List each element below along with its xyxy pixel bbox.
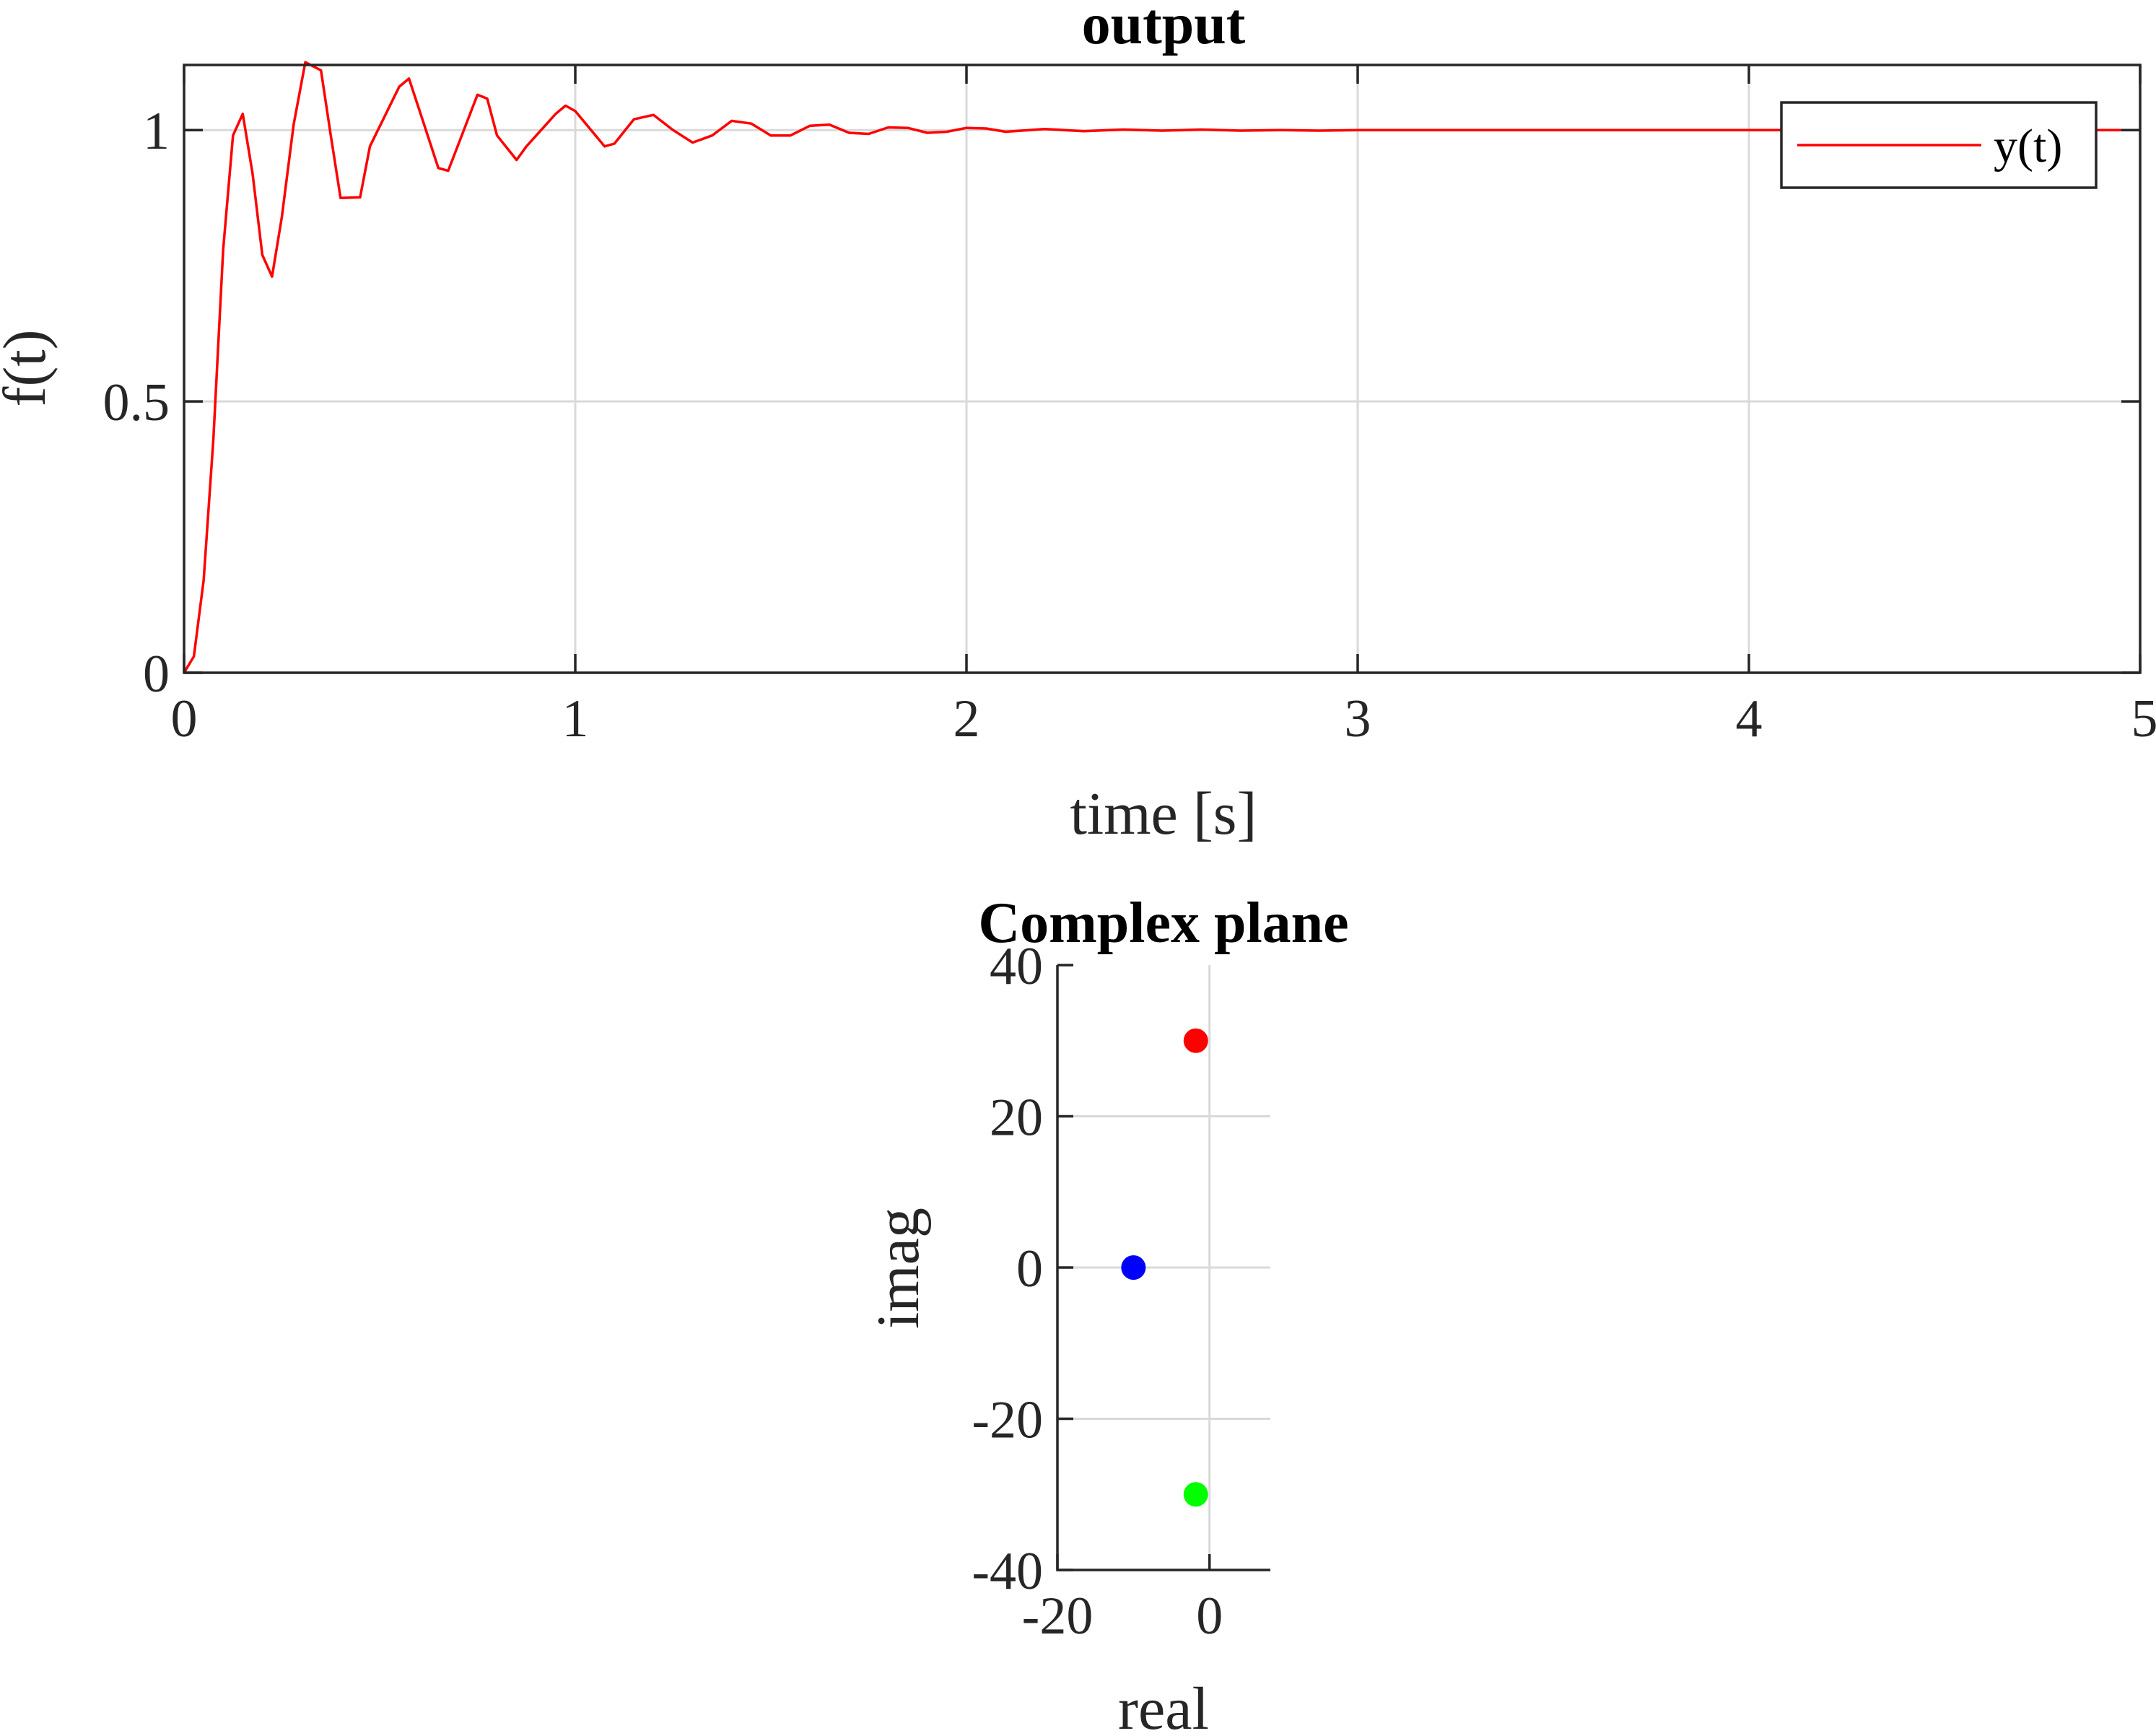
pole-real-point — [1121, 1255, 1146, 1280]
output-title: output — [1082, 0, 1246, 56]
legend-entry-y-t: y(t) — [1994, 120, 2062, 173]
complex-y-tick-label: -40 — [972, 1542, 1043, 1601]
complex-x-tick-label: 0 — [1196, 1587, 1223, 1646]
output-x-axis-label: time [s] — [1070, 780, 1257, 847]
complex-x-tick-label: -20 — [1022, 1587, 1094, 1646]
output-x-tick-label: 0 — [171, 689, 198, 749]
complex-y-tick-label: -20 — [972, 1391, 1043, 1450]
complex-plane-title: Complex plane — [978, 891, 1348, 955]
output-x-tick-label: 2 — [953, 689, 980, 749]
output-y-tick-label: 1 — [143, 102, 170, 161]
series-y-t-line — [183, 61, 2140, 673]
complex-y-tick-label: 40 — [990, 937, 1043, 996]
complex-plane-points — [1121, 1028, 1208, 1507]
output-series — [183, 61, 2140, 673]
pole-lower-point — [1183, 1482, 1208, 1507]
complex-y-tick-label: 20 — [990, 1089, 1043, 1148]
output-y-axis-label: f(t) — [0, 329, 58, 406]
output-ticks — [183, 65, 2142, 674]
output-x-tick-label: 4 — [1736, 689, 1763, 749]
output-x-tick-label: 5 — [2131, 689, 2156, 749]
output-axes-frame — [183, 64, 2142, 674]
complex-plane-x-axis-label: real — [1118, 1675, 1209, 1736]
complex-plane-grid — [1057, 965, 1270, 1570]
complex-y-tick-label: 0 — [1016, 1239, 1043, 1299]
complex-plane-ticks — [1056, 964, 1211, 1571]
output-axes: 0 1 2 3 4 5 0 0.5 1 output time [s] f(t) y(t) — [0, 0, 2156, 847]
output-legend: y(t) — [1780, 101, 2098, 189]
output-y-tick-label: 0 — [143, 645, 170, 704]
output-x-tick-label: 1 — [562, 689, 589, 749]
output-tick-labels: 0 1 2 3 4 5 0 0.5 1 — [103, 102, 2156, 749]
complex-plane-y-axis-label: imag — [865, 1208, 932, 1329]
output-x-tick-label: 3 — [1345, 689, 1371, 749]
output-y-tick-label: 0.5 — [103, 373, 170, 432]
pole-upper-point — [1183, 1028, 1208, 1053]
